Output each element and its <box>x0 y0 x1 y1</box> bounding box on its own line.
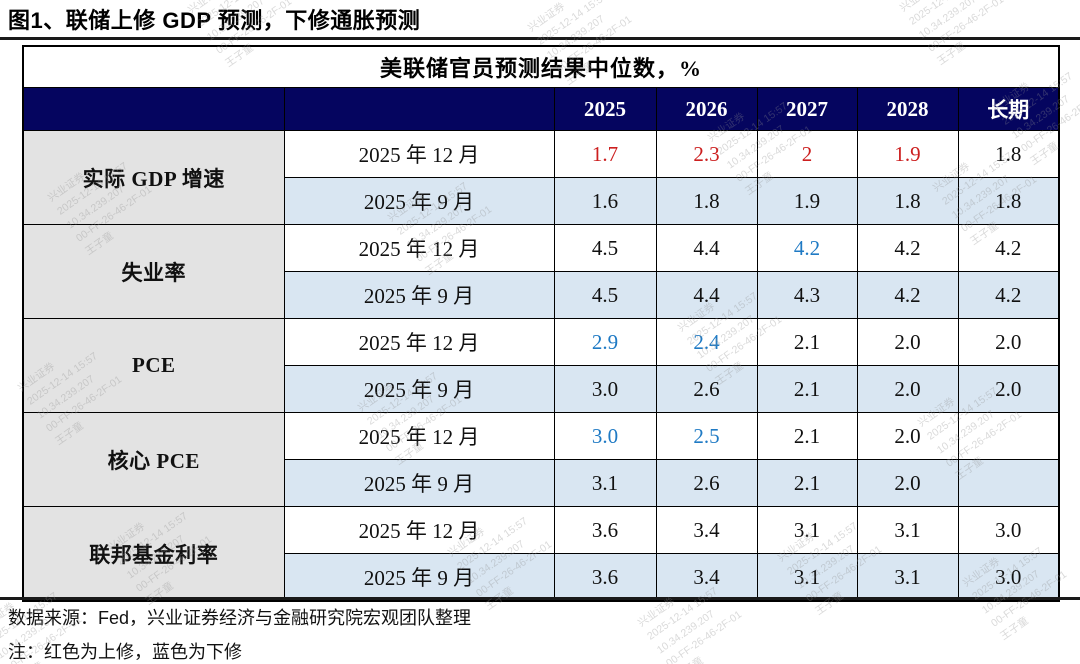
value-cell: 4.2 <box>856 224 959 272</box>
value-cell: 2.3 <box>655 130 758 178</box>
value-cell: 1.9 <box>856 130 959 178</box>
value-cell: 4.4 <box>655 224 758 272</box>
value-cell: 3.1 <box>756 553 858 602</box>
value-cell: 4.5 <box>553 271 657 319</box>
value-cell <box>957 459 1060 507</box>
table-row: 联邦基金利率 2025 年 12 月 3.6 3.4 3.1 3.1 3.0 <box>22 506 1060 602</box>
row-group-label: 联邦基金利率 <box>22 506 285 602</box>
row-group-label: 核心 PCE <box>22 412 285 507</box>
value-cell: 3.0 <box>957 506 1060 554</box>
value-cell: 2.0 <box>856 459 959 507</box>
value-cell: 1.8 <box>655 177 758 225</box>
value-cell: 2.0 <box>856 412 959 460</box>
value-cell: 4.2 <box>856 271 959 319</box>
period-cell: 2025 年 9 月 <box>283 459 555 507</box>
period-cell: 2025 年 12 月 <box>283 224 555 272</box>
value-cell: 4.3 <box>756 271 858 319</box>
value-cell: 4.5 <box>553 224 657 272</box>
column-header: 2027 <box>756 87 858 131</box>
value-cell: 2.4 <box>655 318 758 366</box>
forecast-table-body: 实际 GDP 增速 2025 年 12 月 1.7 2.3 2 1.9 1.8 2025 年 … <box>22 130 1060 602</box>
value-cell: 2.1 <box>756 318 858 366</box>
value-cell: 3.1 <box>856 506 959 554</box>
period-cell: 2025 年 9 月 <box>283 271 555 319</box>
value-cell: 2.1 <box>756 459 858 507</box>
value-cell: 2.6 <box>655 459 758 507</box>
value-cell: 3.0 <box>553 365 657 413</box>
table-title: 美联储官员预测结果中位数，% <box>22 45 1060 88</box>
value-cell: 3.4 <box>655 553 758 602</box>
table-row: PCE 2025 年 12 月 2.9 2.4 2.1 2.0 2.0 <box>22 318 1060 413</box>
color-legend-note: 注：红色为上修，蓝色为下修 <box>8 642 242 662</box>
value-cell: 4.2 <box>957 224 1060 272</box>
value-cell: 1.8 <box>957 177 1060 225</box>
value-cell: 3.4 <box>655 506 758 554</box>
table-header-row: 2025 2026 2027 2028 长期 <box>22 87 1060 131</box>
fed-forecast-table: 美联储官员预测结果中位数，% 2025 2026 2027 2028 长期 实际 GDP… <box>22 45 1061 602</box>
data-source-note: 数据来源：Fed，兴业证券经济与金融研究院宏观团队整理 <box>8 608 472 628</box>
value-cell: 2.1 <box>756 412 858 460</box>
row-group-label: 失业率 <box>22 224 285 319</box>
value-cell: 3.0 <box>553 412 657 460</box>
table-row: 实际 GDP 增速 2025 年 12 月 1.7 2.3 2 1.9 1.8 <box>22 130 1060 225</box>
value-cell: 1.9 <box>756 177 858 225</box>
value-cell: 3.6 <box>553 553 657 602</box>
value-cell: 2.0 <box>957 318 1060 366</box>
value-cell: 3.1 <box>553 459 657 507</box>
period-cell: 2025 年 9 月 <box>283 553 555 602</box>
figure-title: 图1、联储上修 GDP 预测，下修通胀预测 <box>8 8 421 33</box>
table-row: 核心 PCE 2025 年 12 月 3.0 2.5 2.1 2.0 <box>22 412 1060 507</box>
period-cell: 2025 年 9 月 <box>283 365 555 413</box>
period-cell: 2025 年 12 月 <box>283 130 555 178</box>
column-header: 长期 <box>957 87 1060 131</box>
value-cell: 2.0 <box>957 365 1060 413</box>
period-cell: 2025 年 12 月 <box>283 412 555 460</box>
period-cell: 2025 年 9 月 <box>283 177 555 225</box>
table-row: 2025 年 9 月 4.5 4.4 4.3 4.2 4.2 <box>23 271 1060 319</box>
value-cell: 3.1 <box>856 553 959 602</box>
value-cell: 4.2 <box>756 224 858 272</box>
value-cell: 2.0 <box>856 365 959 413</box>
value-cell: 3.6 <box>553 506 657 554</box>
header-empty-period-cell <box>283 87 555 131</box>
row-group-label: 实际 GDP 增速 <box>22 130 285 225</box>
table-row: 2025 年 9 月 3.1 2.6 2.1 2.0 <box>23 459 1060 507</box>
period-cell: 2025 年 12 月 <box>283 318 555 366</box>
value-cell <box>957 412 1060 460</box>
title-divider <box>0 37 1080 40</box>
column-header: 2025 <box>553 87 657 131</box>
value-cell: 2.1 <box>756 365 858 413</box>
value-cell: 2.9 <box>553 318 657 366</box>
value-cell: 1.7 <box>553 130 657 178</box>
value-cell: 1.8 <box>957 130 1060 178</box>
row-group-label: PCE <box>22 318 285 413</box>
table-row: 2025 年 9 月 3.6 3.4 3.1 3.1 3.0 <box>23 553 1060 602</box>
header-empty-label-cell <box>22 87 285 131</box>
value-cell: 2.0 <box>856 318 959 366</box>
table-row: 失业率 2025 年 12 月 4.5 4.4 4.2 4.2 4.2 <box>22 224 1060 319</box>
value-cell: 3.0 <box>957 553 1060 602</box>
column-header: 2026 <box>655 87 758 131</box>
value-cell: 2 <box>756 130 858 178</box>
value-cell: 2.5 <box>655 412 758 460</box>
value-cell: 1.8 <box>856 177 959 225</box>
value-cell: 4.4 <box>655 271 758 319</box>
table-row: 2025 年 9 月 1.6 1.8 1.9 1.8 1.8 <box>23 177 1060 225</box>
value-cell: 1.6 <box>553 177 657 225</box>
value-cell: 4.2 <box>957 271 1060 319</box>
footer-divider <box>0 597 1080 600</box>
table-title-row: 美联储官员预测结果中位数，% <box>22 45 1060 88</box>
value-cell: 2.6 <box>655 365 758 413</box>
value-cell: 3.1 <box>756 506 858 554</box>
period-cell: 2025 年 12 月 <box>283 506 555 554</box>
column-header: 2028 <box>856 87 959 131</box>
